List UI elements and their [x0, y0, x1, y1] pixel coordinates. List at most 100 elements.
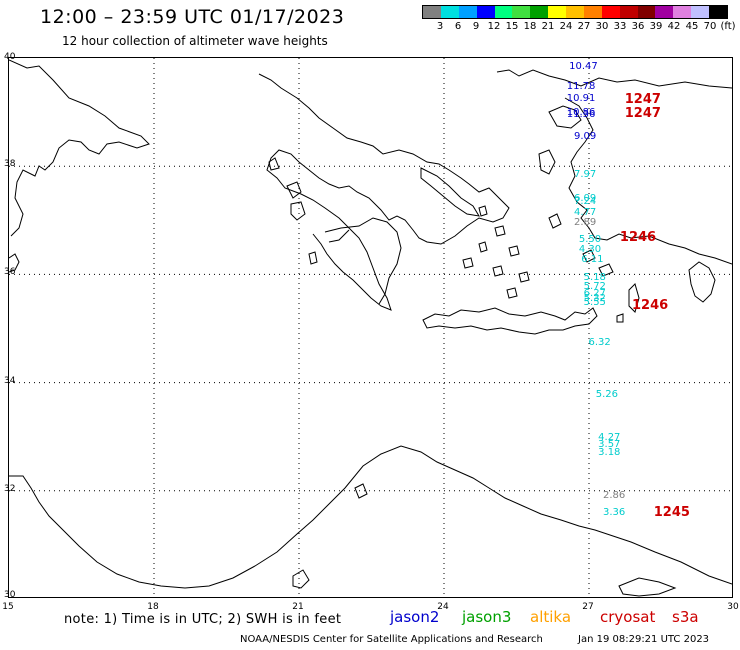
euboea-coastline — [420, 167, 480, 217]
pass-number-label: 1247 — [624, 105, 661, 121]
wave-height-value: 3.57 — [598, 439, 621, 451]
colorbar-label: 36 — [631, 21, 645, 32]
colorbar-cell — [637, 6, 656, 18]
colorbar-cell — [512, 6, 531, 18]
wave-height-value: 7.24 — [574, 195, 597, 207]
legend-entry-s3a: s3a — [672, 608, 699, 626]
pass-number-label: 1246 — [619, 229, 657, 245]
colorbar-cell — [566, 6, 584, 18]
map-frame — [8, 57, 733, 598]
legend-entry-jason2: jason2 — [390, 608, 440, 626]
cyclades-island — [518, 271, 530, 283]
colorbar-label: 12 — [487, 21, 501, 32]
latitude-tick-label: 38 — [4, 159, 16, 170]
wave-height-value: 2.89 — [574, 217, 597, 229]
legend-entry-cryosat: cryosat — [600, 608, 656, 626]
longitude-tick-label: 24 — [437, 602, 449, 612]
cyclades-island — [506, 287, 518, 299]
wave-height-value: 5.55 — [583, 297, 606, 309]
colorbar-label: 15 — [505, 21, 519, 32]
dodecanese-island — [598, 263, 614, 277]
cyclades-island — [478, 205, 488, 217]
page-title: 12:00 – 23:59 UTC 01/17/2023 — [40, 6, 345, 28]
wave-height-value: 10.91 — [566, 93, 596, 105]
latitude-tick-label: 32 — [4, 483, 16, 494]
sicily-coastline — [9, 253, 20, 273]
africa-coastline — [9, 445, 732, 589]
cyclades-island — [478, 241, 488, 253]
cyclades-island — [508, 245, 520, 257]
wave-height-value: 6.27 — [583, 287, 606, 299]
greece-coastline — [258, 73, 510, 311]
wave-height-value: 6.32 — [588, 336, 611, 348]
crete-coastline — [422, 307, 598, 335]
ionian-island — [308, 251, 318, 265]
wave-height-value: 5.26 — [595, 389, 619, 401]
latitude-tick-label: 30 — [4, 590, 16, 600]
pass-number-label: 1246 — [632, 297, 669, 313]
wave-height-value: 11.78 — [566, 80, 596, 92]
cyclades-island — [548, 213, 562, 229]
colorbar-label: 24 — [559, 21, 573, 32]
colorbar-label: 33 — [613, 21, 627, 32]
wave-height-colorbar — [422, 5, 728, 19]
kasos-island — [616, 313, 624, 323]
longitude-tick-label: 18 — [147, 602, 159, 612]
karpathos-island — [628, 283, 640, 313]
colorbar-label: 18 — [523, 21, 537, 32]
colorbar-cell — [476, 6, 495, 18]
colorbar-label: 21 — [541, 21, 555, 32]
wave-height-value: 4.77 — [574, 206, 597, 218]
ionian-island — [268, 157, 280, 171]
longitude-tick-label: 21 — [292, 602, 304, 612]
colorbar-cell — [655, 6, 674, 18]
coastal-feature — [618, 577, 677, 597]
ionian-island — [286, 181, 302, 199]
colorbar-label: 3 — [436, 21, 444, 32]
wave-height-value: 5.18 — [583, 271, 606, 283]
wave-height-value: 9.09 — [574, 131, 597, 143]
colorbar-cell — [494, 6, 513, 18]
colorbar-cell — [709, 6, 727, 18]
longitude-tick-label: 27 — [582, 602, 594, 612]
longitude-tick-label: 15 — [2, 602, 14, 612]
colorbar-cell — [583, 6, 602, 18]
cyclades-island — [462, 257, 474, 269]
colorbar-label: 42 — [667, 21, 681, 32]
colorbar-cell — [601, 6, 620, 18]
pass-number-label: 1247 — [624, 92, 661, 108]
colorbar-label: 70 — [703, 21, 717, 32]
ionian-island — [290, 201, 306, 221]
legend-entry-jason3: jason3 — [462, 608, 512, 626]
wave-height-value: 11.36 — [566, 109, 596, 121]
wave-height-value: 7.97 — [574, 168, 597, 180]
wave-height-value: 5.50 — [578, 233, 602, 245]
generation-timestamp: Jan 19 08:29:21 UTC 2023 — [578, 634, 710, 645]
wave-height-value: 6.09 — [574, 192, 597, 204]
colorbar-label: 39 — [649, 21, 663, 32]
wave-height-value: 6.11 — [581, 253, 604, 265]
pass-number-label: 1245 — [653, 504, 690, 520]
colorbar-cell — [423, 6, 441, 18]
peloponnese-coastline — [324, 217, 402, 305]
colorbar-cell — [440, 6, 459, 18]
colorbar-cell — [530, 6, 549, 18]
legend-entry-altika: altika — [530, 608, 572, 626]
latitude-tick-label: 40 — [4, 52, 16, 62]
wave-height-value: 3.36 — [603, 506, 626, 518]
colorbar-label: 27 — [577, 21, 591, 32]
colorbar-cell — [673, 6, 692, 18]
latitude-tick-label: 36 — [4, 267, 16, 278]
coastlines — [9, 59, 732, 597]
dodecanese-island — [582, 249, 596, 263]
coastal-feature — [292, 569, 310, 589]
lesvos-coastline — [548, 105, 582, 129]
coastline-map — [9, 58, 732, 597]
latitude-tick-label: 34 — [4, 375, 16, 386]
wave-height-value: 4.30 — [578, 243, 602, 255]
page-subtitle: 12 hour collection of altimeter wave hei… — [62, 34, 328, 48]
colorbar-label: (ft) — [720, 21, 736, 32]
cyclades-island — [492, 265, 504, 277]
wave-height-value: 4.27 — [598, 432, 621, 444]
colorbar-label: 45 — [685, 21, 699, 32]
